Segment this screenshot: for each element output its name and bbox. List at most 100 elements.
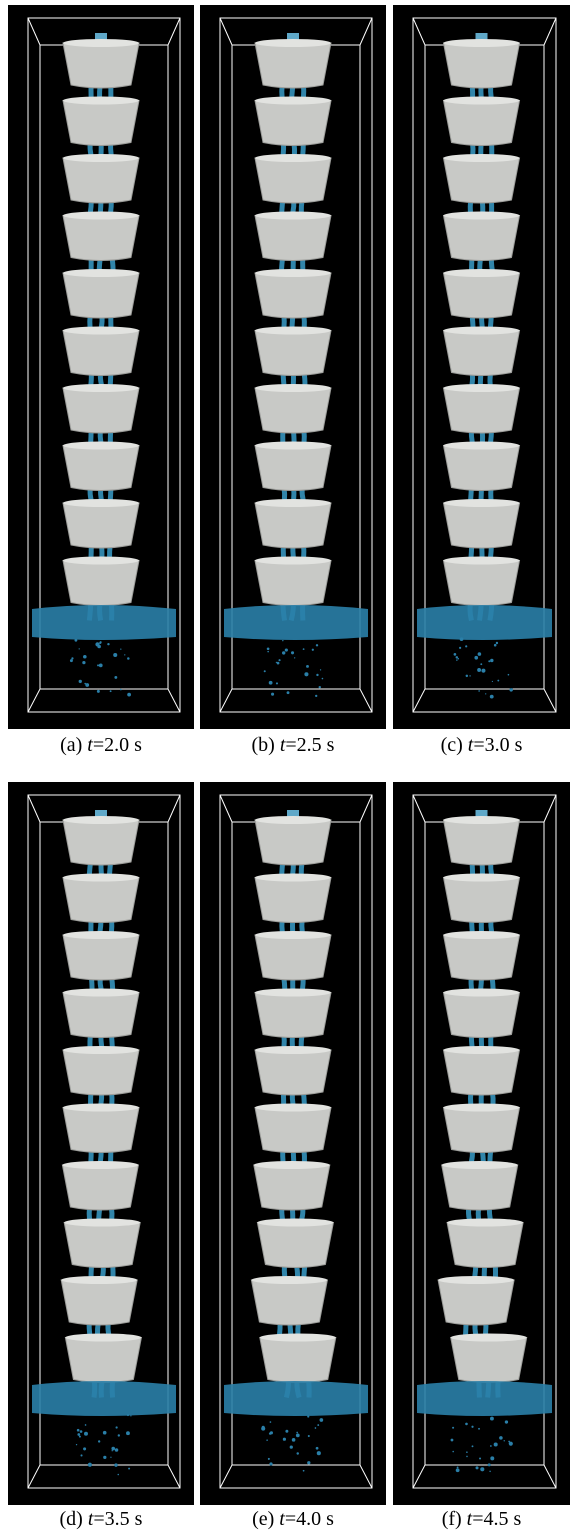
droplet bbox=[127, 693, 131, 697]
cup-rim bbox=[63, 269, 139, 277]
cup-rim bbox=[444, 97, 520, 105]
droplet bbox=[489, 1471, 490, 1472]
droplet bbox=[124, 654, 125, 655]
cup-rim bbox=[257, 1219, 333, 1227]
droplet bbox=[296, 1432, 298, 1434]
droplet bbox=[127, 1414, 129, 1416]
cup-rim bbox=[444, 1104, 520, 1112]
droplet bbox=[99, 642, 101, 644]
water-pool bbox=[32, 605, 176, 640]
droplet bbox=[490, 659, 493, 662]
droplet bbox=[452, 1427, 454, 1429]
cup-rim bbox=[255, 1046, 331, 1054]
droplet bbox=[77, 1429, 80, 1432]
droplet bbox=[456, 659, 457, 660]
cup bbox=[63, 1050, 139, 1095]
cup bbox=[255, 158, 331, 203]
droplet bbox=[485, 693, 486, 694]
droplet bbox=[478, 652, 482, 656]
droplet bbox=[505, 1420, 508, 1423]
droplet bbox=[477, 668, 481, 672]
droplet bbox=[277, 662, 280, 665]
cup-rim bbox=[255, 931, 331, 939]
caption-value: =4.5 s bbox=[472, 1508, 521, 1530]
droplet bbox=[460, 637, 464, 641]
cup bbox=[444, 993, 520, 1038]
cup bbox=[444, 1050, 520, 1095]
droplet bbox=[80, 1430, 83, 1433]
droplet bbox=[308, 1435, 310, 1437]
cup bbox=[442, 1165, 518, 1210]
droplet bbox=[492, 681, 493, 682]
droplet bbox=[118, 1434, 120, 1436]
droplet bbox=[312, 649, 314, 651]
cup bbox=[255, 273, 331, 318]
cup bbox=[255, 1108, 331, 1153]
droplet bbox=[126, 1431, 130, 1435]
cup-rim bbox=[451, 1334, 527, 1342]
droplet bbox=[320, 1418, 324, 1422]
droplet bbox=[458, 658, 460, 660]
droplet bbox=[114, 676, 117, 679]
cup bbox=[255, 1050, 331, 1095]
droplet bbox=[471, 1426, 473, 1428]
droplet bbox=[497, 680, 499, 682]
droplet bbox=[291, 651, 294, 654]
cup-rim bbox=[63, 1104, 139, 1112]
cup-rim bbox=[444, 1046, 520, 1054]
cup-rim bbox=[255, 442, 331, 450]
droplet bbox=[264, 670, 266, 672]
cup-rim bbox=[63, 154, 139, 162]
droplet bbox=[128, 1468, 130, 1470]
cup-rim bbox=[444, 154, 520, 162]
cup bbox=[63, 331, 139, 376]
cup bbox=[63, 993, 139, 1038]
droplet bbox=[77, 1433, 80, 1436]
cup bbox=[255, 503, 331, 548]
cup-rim bbox=[255, 989, 331, 997]
cup-rim bbox=[63, 874, 139, 882]
cup-rim bbox=[255, 39, 331, 47]
cup bbox=[255, 43, 331, 88]
cup bbox=[255, 820, 331, 865]
droplet bbox=[466, 1451, 468, 1453]
droplet bbox=[316, 644, 318, 646]
cup bbox=[444, 561, 520, 606]
droplet bbox=[82, 661, 85, 664]
droplet bbox=[490, 695, 494, 699]
water-pool bbox=[32, 1381, 176, 1416]
cup-rim bbox=[63, 442, 139, 450]
cup bbox=[62, 1165, 138, 1210]
droplet bbox=[297, 1452, 299, 1454]
cup bbox=[254, 1165, 330, 1210]
droplet bbox=[79, 680, 82, 683]
droplet bbox=[103, 1431, 107, 1435]
droplet bbox=[320, 669, 321, 670]
droplet bbox=[79, 648, 80, 649]
cup-rim bbox=[444, 989, 520, 997]
cup-rim bbox=[63, 1046, 139, 1054]
droplet bbox=[509, 688, 512, 691]
cup bbox=[255, 561, 331, 606]
caption-label: (d) bbox=[60, 1508, 88, 1530]
cup-rim bbox=[444, 557, 520, 565]
droplet bbox=[488, 660, 490, 662]
droplet bbox=[494, 644, 497, 647]
water-pool bbox=[224, 1381, 368, 1416]
droplet bbox=[494, 1442, 498, 1446]
cup-rim bbox=[63, 931, 139, 939]
cup bbox=[63, 446, 139, 491]
droplet bbox=[130, 1415, 131, 1416]
droplet bbox=[267, 651, 269, 653]
droplet bbox=[70, 659, 73, 662]
cup-rim bbox=[444, 442, 520, 450]
cup bbox=[63, 935, 139, 980]
cup-rim bbox=[65, 1334, 141, 1342]
panel bbox=[393, 782, 570, 1505]
caption-value: =4.0 s bbox=[285, 1508, 334, 1530]
cup bbox=[255, 331, 331, 376]
droplet bbox=[283, 1438, 286, 1441]
droplet bbox=[290, 1446, 293, 1449]
cup-rim bbox=[255, 557, 331, 565]
droplet bbox=[98, 1440, 100, 1442]
